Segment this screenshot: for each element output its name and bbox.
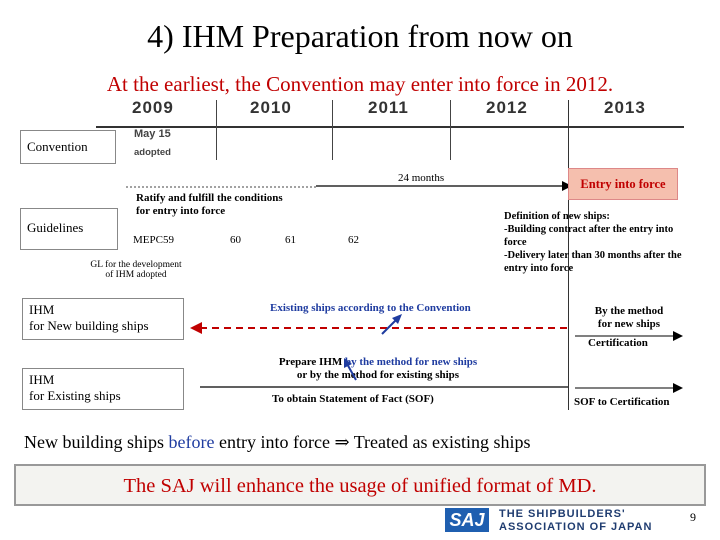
sof-obtain-text: To obtain Statement of Fact (SOF) — [272, 393, 434, 405]
page-title: 4) IHM Preparation from now on — [147, 18, 573, 54]
ratify-dotted-line — [126, 186, 316, 188]
existing-ships-note: New building ships before entry into for… — [24, 432, 531, 453]
pointer-down-arrow-icon — [344, 358, 357, 381]
saj-logo-mark: SAJ — [445, 508, 489, 532]
ihm-new-building-label: IHM for New building ships — [22, 298, 184, 340]
prepare-ihm-post: or by the method for existing ships — [296, 369, 460, 381]
year-2012: 2012 — [486, 98, 528, 117]
note-before: before — [168, 432, 215, 452]
divider-2011 — [332, 100, 333, 160]
mepc-60: 60 — [230, 234, 241, 246]
saj-logo-line2: ASSOCIATION OF JAPAN — [499, 521, 653, 533]
sof-certification-text: SOF to Certification — [574, 396, 670, 408]
ratify-text: Ratify and fulfill the conditions for en… — [136, 192, 283, 217]
sof-cert-arrow-icon — [575, 383, 683, 393]
saj-logo: SAJ THE SHIPBUILDERS' ASSOCIATION OF JAP… — [445, 508, 681, 534]
note-post: entry into force ⇒ Treated as existing s… — [214, 432, 531, 452]
existing-ships-convention-text: Existing ships according to the Conventi… — [270, 302, 471, 314]
existing-ships-dashed-arrow-icon — [190, 322, 568, 334]
year-timeline: 2009 2010 2011 2012 2013 — [96, 98, 684, 128]
year-2011: 2011 — [368, 98, 409, 117]
sof-timeline-line — [200, 386, 568, 388]
timeline-axis — [96, 126, 684, 128]
convention-label: Convention — [20, 130, 116, 164]
ihm-existing-label: IHM for Existing ships — [22, 368, 184, 410]
year-2010: 2010 — [250, 98, 292, 117]
certification-label: Certification — [588, 337, 648, 349]
prepare-ihm-pre: Prepare IHM — [278, 356, 346, 368]
certification-arrow-icon — [575, 331, 683, 341]
entry-into-force-line — [568, 100, 569, 410]
mepc-62: 62 — [348, 234, 359, 246]
adopted-label: adopted — [134, 147, 171, 158]
entry-into-force-badge: Entry into force — [568, 168, 678, 200]
note-pre: New building ships — [24, 432, 169, 452]
mepc-59: MEPC59 — [133, 234, 174, 246]
by-method-new-ships: By the method for new ships — [594, 305, 664, 330]
months-24-label: 24 months — [398, 172, 445, 184]
page-subtitle: At the earliest, the Convention may ente… — [106, 72, 614, 96]
divider-2012 — [450, 100, 451, 160]
gl-adopted-text: GL for the development of IHM adopted — [90, 260, 182, 280]
page-number: 9 — [690, 510, 696, 524]
prepare-ihm-text: Prepare IHM by the method for new ships … — [258, 356, 498, 382]
new-ships-definition: Definition of new ships: -Building contr… — [504, 211, 682, 274]
year-2013: 2013 — [604, 98, 646, 117]
mepc-61: 61 — [285, 234, 296, 246]
prepare-ihm-new-method: by the method for new ships — [345, 356, 478, 368]
divider-2010 — [216, 100, 217, 160]
guidelines-label: Guidelines — [20, 208, 118, 250]
saj-banner: The SAJ will enhance the usage of unifie… — [14, 464, 706, 506]
months-arrow-icon — [316, 181, 572, 191]
may15-label: May 15 — [134, 128, 171, 140]
year-2009: 2009 — [132, 98, 174, 117]
pointer-arrow-icon — [381, 314, 402, 335]
saj-logo-line1: THE SHIPBUILDERS' — [499, 508, 626, 520]
